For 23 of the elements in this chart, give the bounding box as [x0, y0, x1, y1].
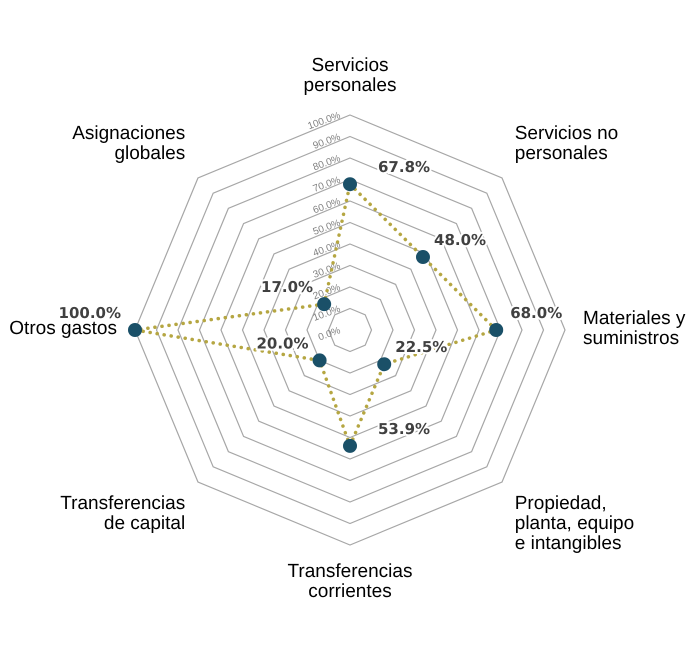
- y-tick-label: 90.0%: [312, 132, 342, 152]
- text: 53.9%: [378, 420, 430, 438]
- spoke-label: Transferencias de capital: [60, 492, 186, 534]
- text: 17.0%: [261, 278, 314, 296]
- spoke-label: Transferencias corrientes: [288, 561, 412, 602]
- spoke-label: Propiedad, planta, equipo e intangibles: [514, 492, 634, 554]
- y-tick-label: 0.0%: [316, 325, 342, 344]
- text: 67.8%: [378, 158, 430, 176]
- y-tick-label: 100.0%: [306, 110, 342, 132]
- spoke-label: Materiales y suministros: [583, 308, 686, 349]
- text: 48.0%: [434, 231, 486, 250]
- text: 20.0%: [256, 334, 309, 352]
- y-tick-label: 10.0%: [312, 304, 342, 324]
- text: 68.0%: [510, 304, 562, 322]
- spoke-label: Asignaciones globales: [72, 123, 186, 164]
- y-tick-label: 70.0%: [312, 174, 342, 195]
- spoke-label: Servicios no personales: [514, 123, 618, 164]
- spoke-label: Servicios personales: [304, 55, 396, 96]
- y-tick-label: 40.0%: [312, 239, 342, 260]
- y-tick-label: 50.0%: [312, 218, 342, 238]
- y-tick-label: 20.0%: [312, 282, 342, 302]
- y-tick-label: 60.0%: [312, 196, 342, 216]
- y-tick-label: 80.0%: [312, 153, 342, 174]
